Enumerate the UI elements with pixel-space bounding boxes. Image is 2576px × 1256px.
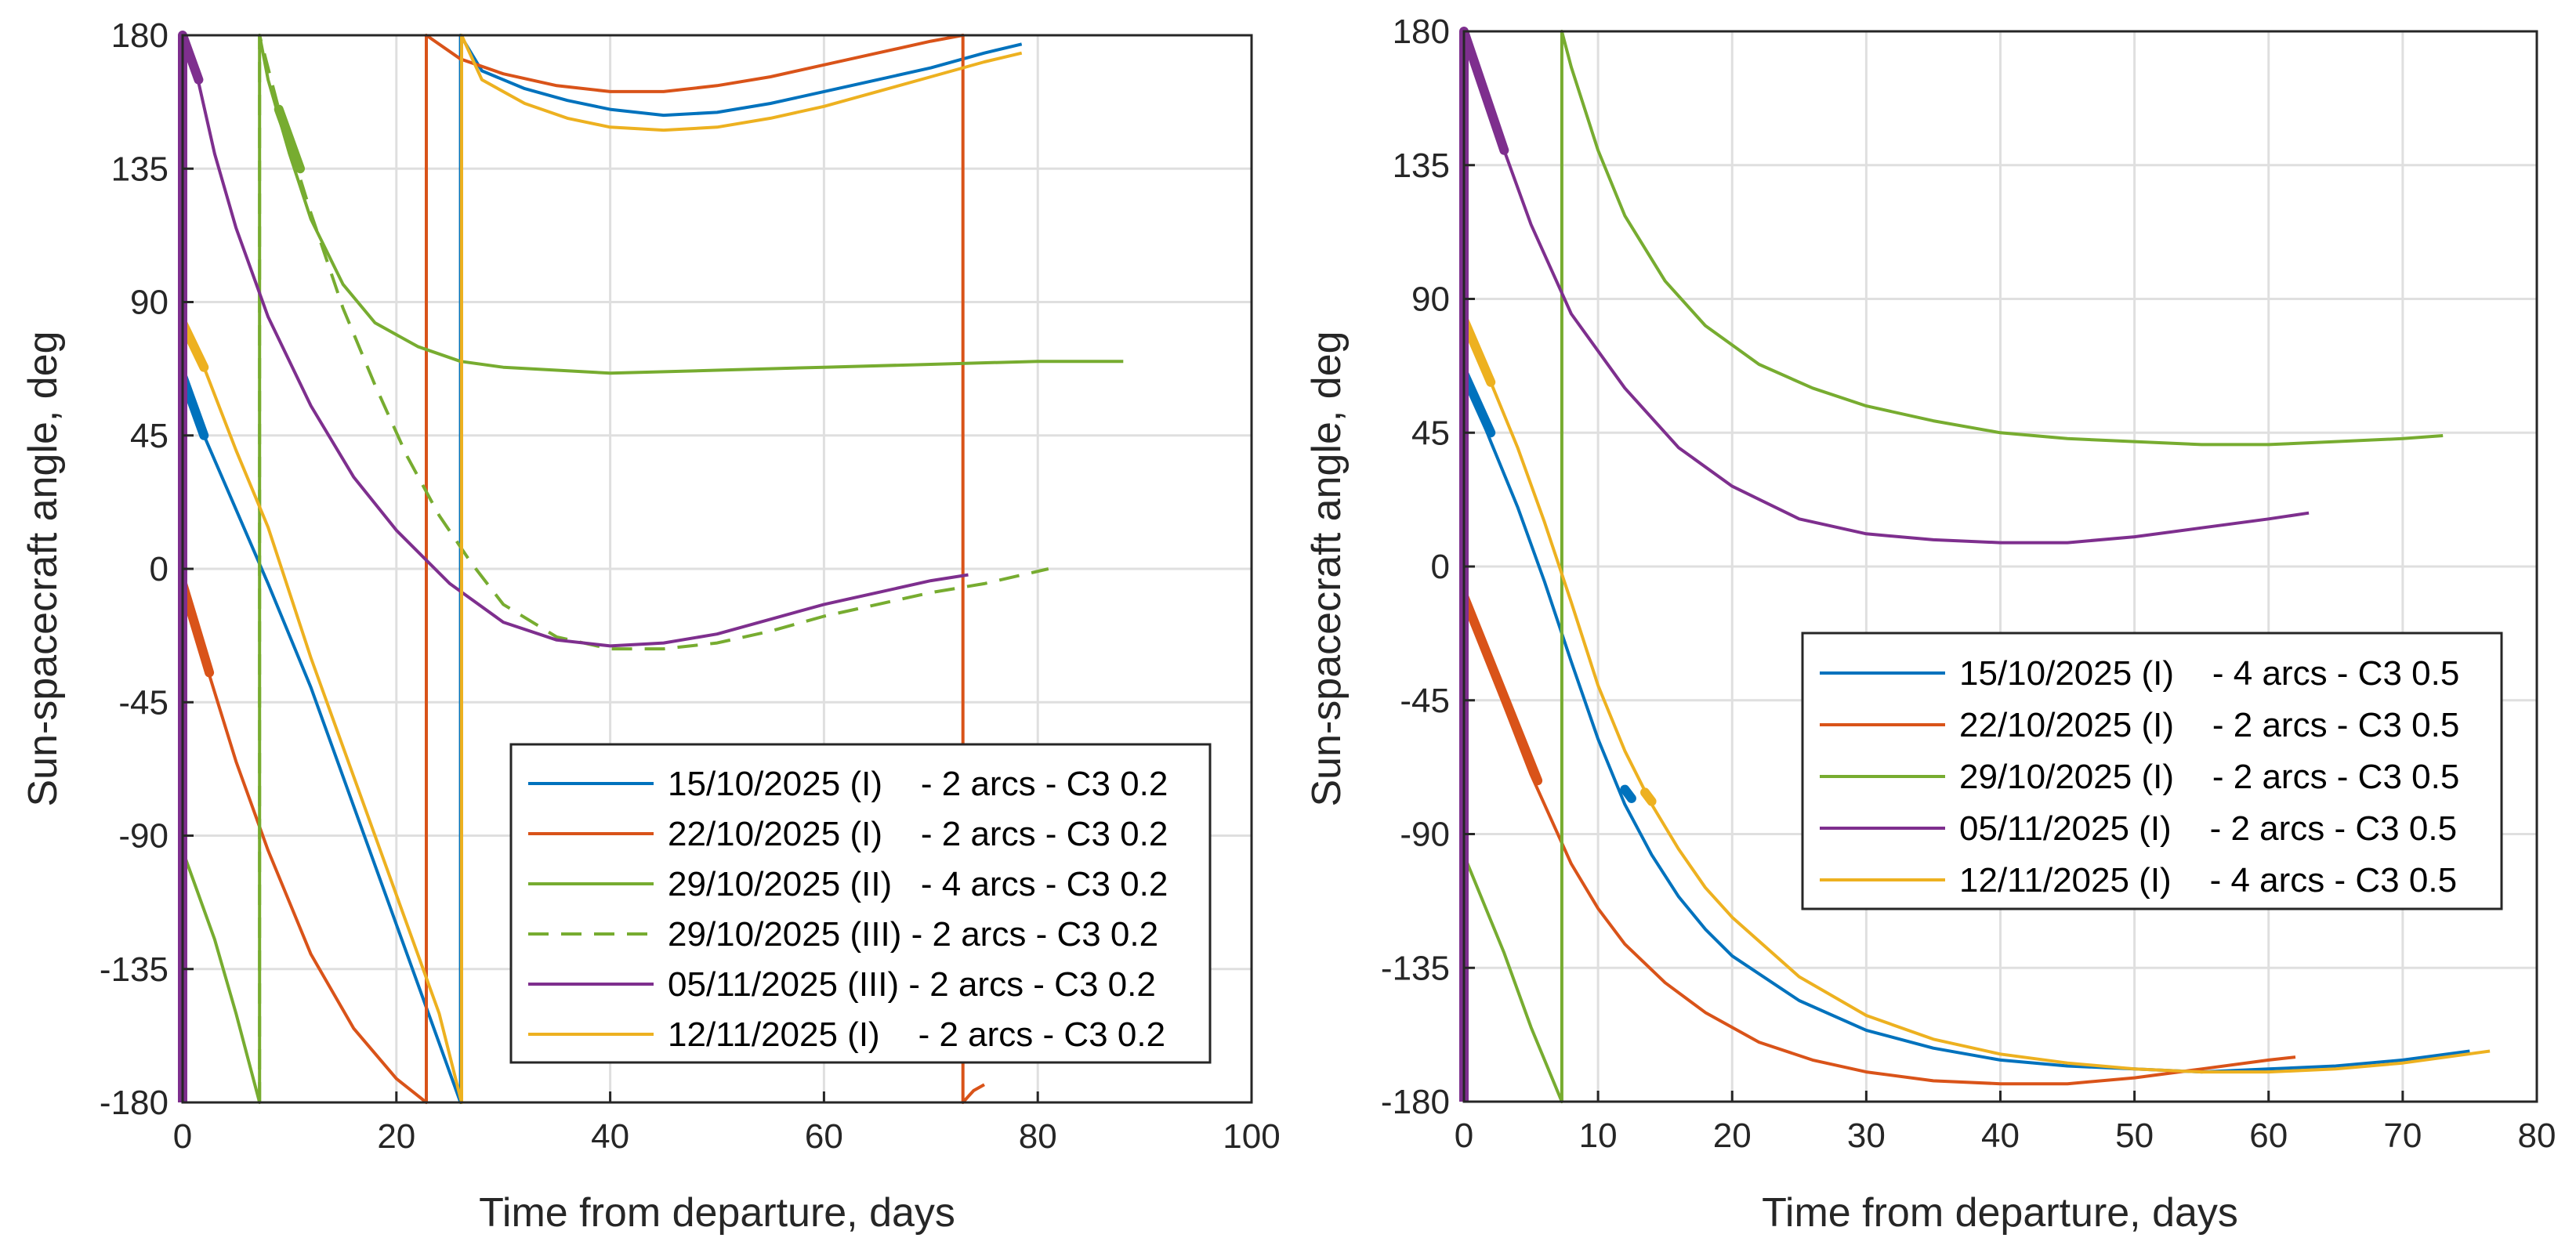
left-series-line-3	[258, 34, 1049, 1102]
left-legend-label: 15/10/2025 (I) - 2 arcs - C3 0.2	[668, 765, 1168, 803]
left-y-tick-label: -90	[118, 817, 168, 856]
left-series-line-4	[181, 34, 969, 1102]
right-thrust-arc-0	[1620, 784, 1636, 803]
left-legend-label: 12/11/2025 (I) - 2 arcs - C3 0.2	[668, 1015, 1165, 1054]
right-legend: 15/10/2025 (I) - 4 arcs - C3 0.5 22/10/20…	[1801, 632, 2503, 910]
left-x-tick-label: 80	[1019, 1117, 1057, 1156]
left-y-tick-label: 45	[130, 417, 168, 455]
right-y-tick-label: 90	[1411, 281, 1450, 319]
right-series-line-2	[1462, 30, 2444, 1103]
right-x-tick-label: 30	[1847, 1117, 1886, 1155]
left-y-tick-label: -180	[100, 1084, 168, 1122]
right-y-tick-label: -90	[1400, 816, 1450, 854]
left-legend-box	[509, 743, 1212, 1064]
right-legend-label: 05/11/2025 (I) - 2 arcs - C3 0.5	[1959, 809, 2457, 848]
left-x-tick-label: 20	[377, 1117, 415, 1156]
right-ticks: 0 10 20 30 40 50 60 70 80 -180 -135 -90 -45 0 45 90 135 1…	[1381, 13, 2556, 1155]
left-series-line-0	[181, 34, 1023, 1104]
left-x-tick-label: 40	[591, 1117, 629, 1156]
left-y-tick-label: -135	[100, 950, 168, 989]
right-y-tick-label: 135	[1393, 147, 1450, 185]
left-x-tick-label: 100	[1223, 1117, 1280, 1156]
right-x-tick-label: 80	[2518, 1117, 2556, 1155]
left-legend-label: 05/11/2025 (III) - 2 arcs - C3 0.2	[668, 965, 1156, 1004]
left-series-line-1	[181, 34, 985, 1104]
right-x-tick-label: 40	[1981, 1117, 2020, 1155]
left-y-axis-label: Sun-spacecraft angle, deg	[20, 331, 66, 806]
right-legend-label: 12/11/2025 (I) - 4 arcs - C3 0.5	[1959, 861, 2457, 899]
left-legend-label: 29/10/2025 (III) - 2 arcs - C3 0.2	[668, 915, 1158, 954]
left-x-tick-label: 0	[173, 1117, 192, 1156]
left-ticks: 0 20 40 60 80 100 -180 -135 -90 -45 0 45 90 135 180	[100, 16, 1281, 1156]
right-thrust-arc-3	[1459, 27, 1509, 155]
left-legend-label: 22/10/2025 (I) - 2 arcs - C3 0.2	[668, 815, 1168, 853]
right-legend-box	[1801, 632, 2503, 910]
left-y-tick-label: 135	[111, 150, 168, 188]
right-legend-label: 29/10/2025 (I) - 2 arcs - C3 0.5	[1959, 758, 2459, 796]
right-thrust-arc-1	[1459, 591, 1543, 786]
left-legend: 15/10/2025 (I) - 2 arcs - C3 0.2 22/10/20…	[509, 743, 1212, 1064]
left-y-tick-label: 180	[111, 16, 168, 55]
left-legend-label: 29/10/2025 (II) - 4 arcs - C3 0.2	[668, 865, 1168, 903]
right-x-tick-label: 50	[2115, 1117, 2154, 1155]
right-y-tick-label: 45	[1411, 414, 1450, 452]
left-y-tick-label: -45	[118, 683, 168, 722]
right-series-line-1	[1462, 595, 2296, 1086]
left-chart: 0 20 40 60 80 100 -180 -135 -90 -45 0 45 90 135 180 Ti…	[20, 16, 1281, 1236]
right-legend-label: 22/10/2025 (I) - 2 arcs - C3 0.5	[1959, 706, 2459, 744]
right-y-tick-label: 0	[1431, 548, 1450, 586]
right-legend-label: 15/10/2025 (I) - 4 arcs - C3 0.5	[1959, 654, 2459, 693]
right-x-tick-label: 70	[2383, 1117, 2422, 1155]
left-y-tick-label: 0	[150, 550, 168, 588]
left-x-axis-label: Time from departure, days	[479, 1190, 955, 1236]
right-x-tick-label: 0	[1455, 1117, 1473, 1155]
right-y-tick-label: -180	[1381, 1083, 1450, 1121]
right-x-axis-label: Time from departure, days	[1762, 1190, 2238, 1236]
right-x-tick-label: 10	[1579, 1117, 1618, 1155]
right-y-axis-label: Sun-spacecraft angle, deg	[1304, 331, 1350, 806]
right-series-line-4	[1462, 319, 2491, 1074]
left-series-line-5	[181, 34, 1023, 1104]
left-x-tick-label: 60	[805, 1117, 843, 1156]
left-y-tick-label: 90	[130, 284, 168, 322]
right-thrust-arc-4	[1640, 787, 1657, 806]
right-grid	[1464, 31, 2537, 1102]
right-y-tick-label: 180	[1393, 13, 1450, 51]
right-x-tick-label: 20	[1713, 1117, 1752, 1155]
right-x-tick-label: 60	[2249, 1117, 2288, 1155]
right-chart: 0 10 20 30 40 50 60 70 80 -180 -135 -90 -45 0 45 90 135 1…	[1304, 13, 2556, 1236]
right-y-tick-label: -45	[1400, 682, 1450, 720]
right-y-tick-label: -135	[1381, 949, 1450, 987]
